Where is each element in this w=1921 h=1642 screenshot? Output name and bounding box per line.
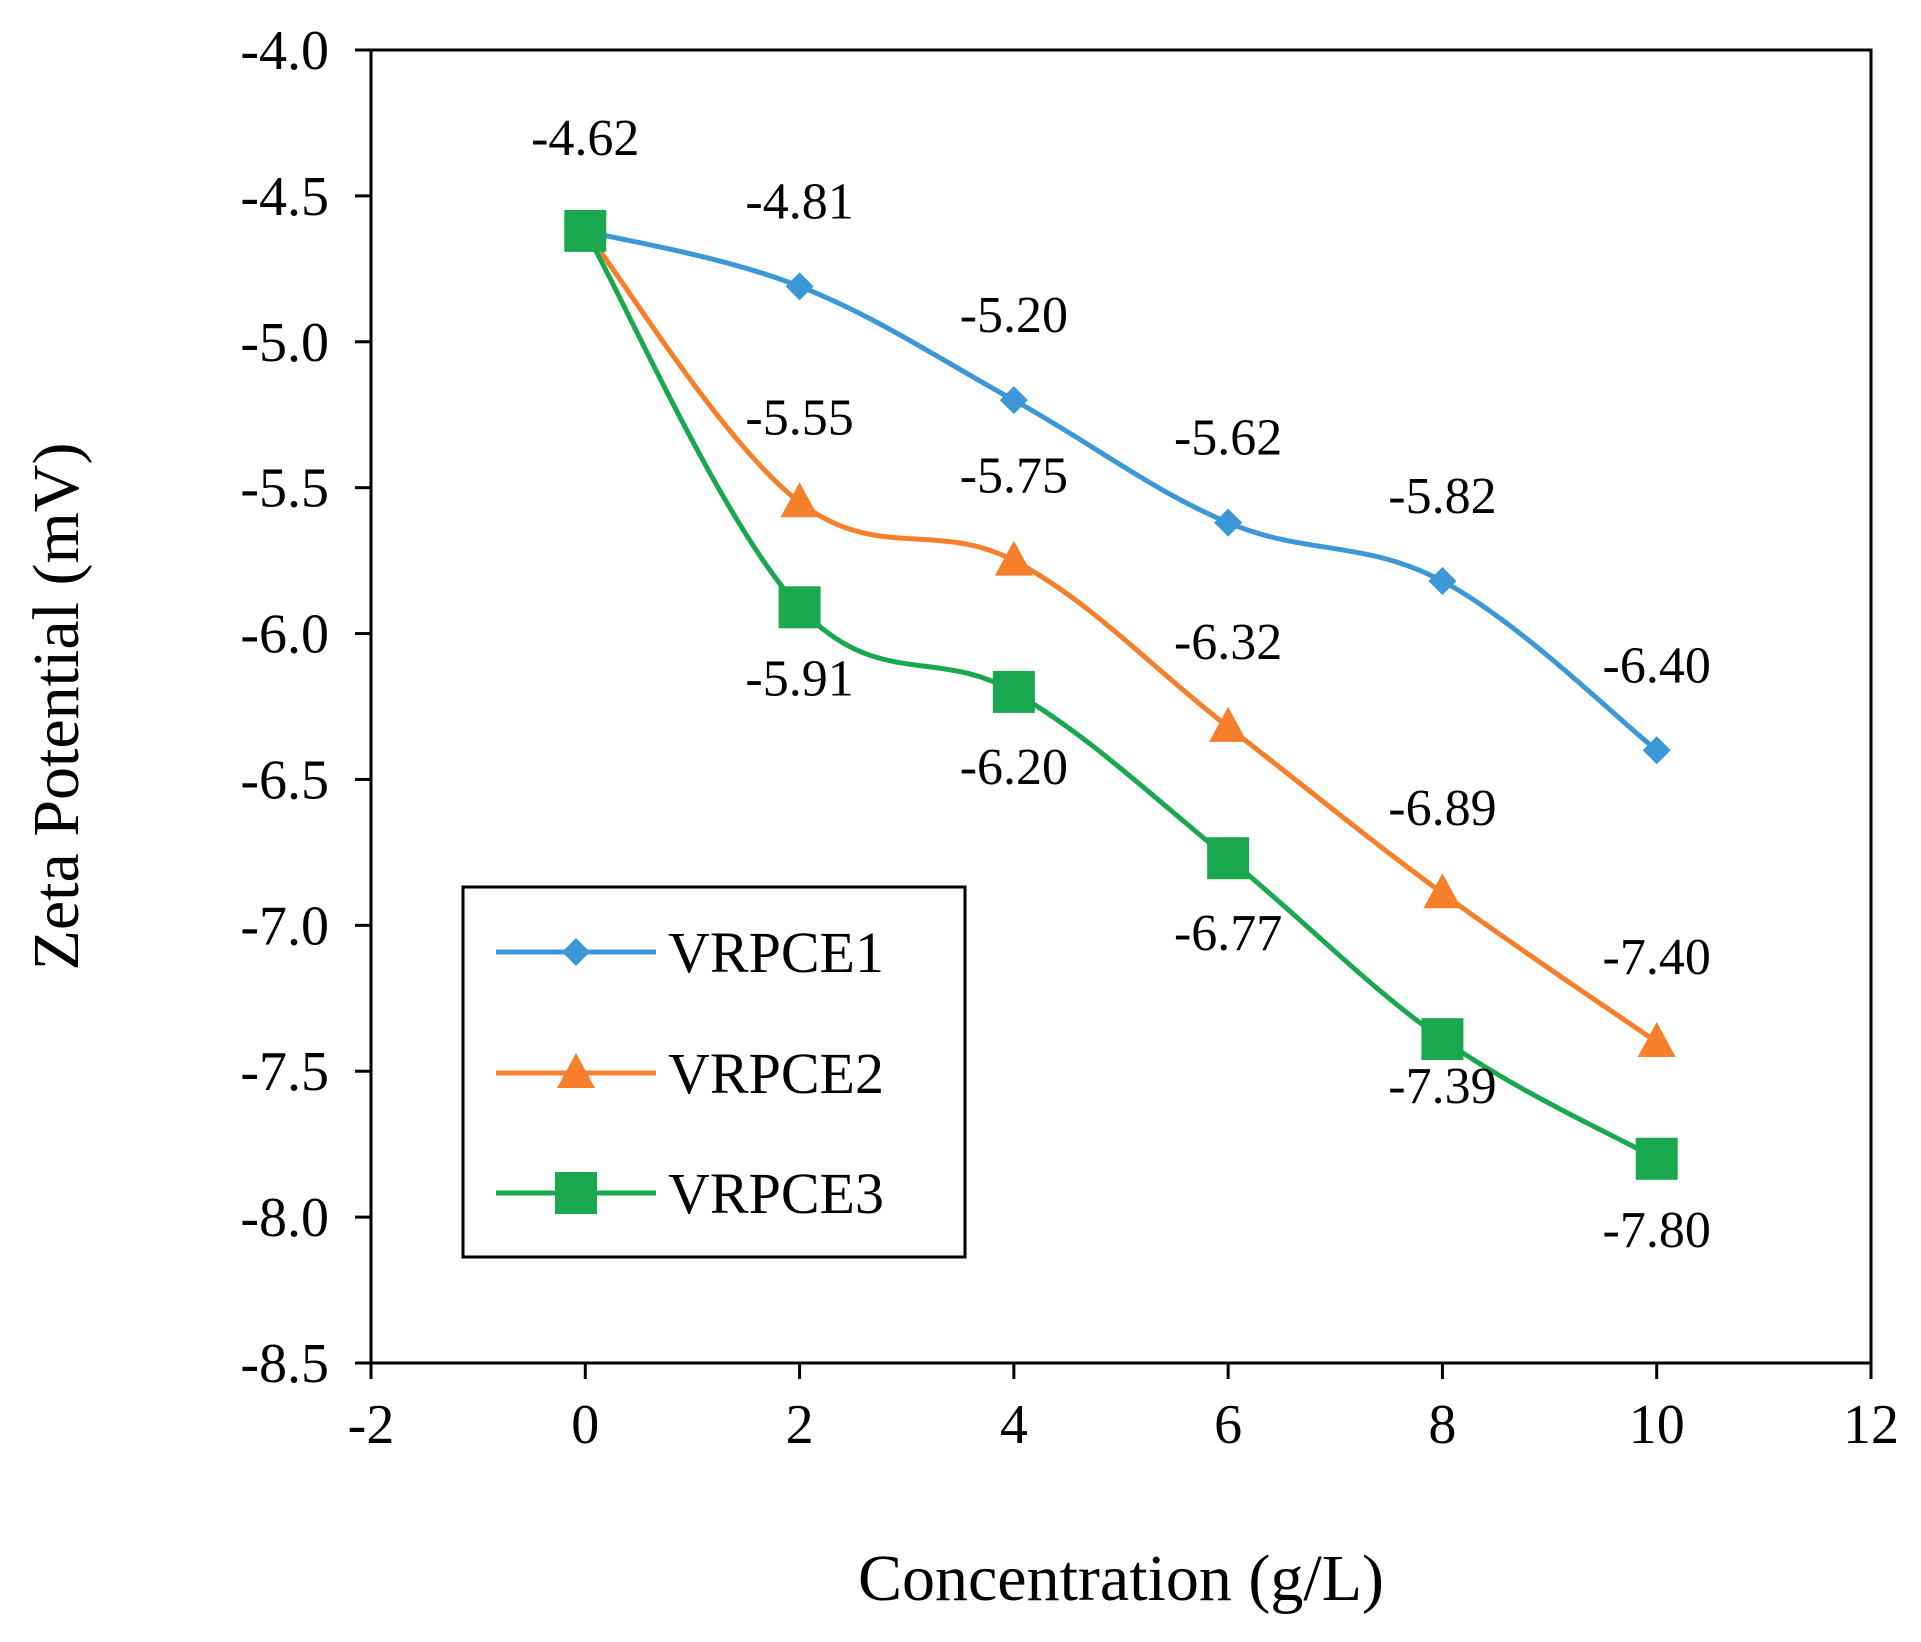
x-tick-label: 4: [1000, 1394, 1028, 1456]
y-tick-label: -4.0: [240, 20, 329, 82]
x-tick-label: 0: [571, 1394, 599, 1456]
data-point-vrpce1: [1642, 736, 1671, 765]
data-point-vrpce1: [1428, 567, 1457, 596]
data-label-vrpce1: -5.82: [1388, 468, 1496, 525]
data-label-vrpce1: -6.40: [1603, 637, 1711, 694]
data-label-vrpce2: -5.55: [745, 389, 853, 446]
data-label-vrpce2: -5.75: [960, 448, 1068, 505]
y-tick-label: -8.5: [240, 1333, 329, 1395]
axis-titles: Concentration (g/L) Zeta Potential (mV): [20, 443, 1384, 1615]
data-label-vrpce2: -6.89: [1388, 780, 1496, 837]
y-tick-label: -7.0: [240, 895, 329, 957]
y-tick-label: -8.0: [240, 1187, 329, 1249]
data-label-vrpce1: -5.62: [1174, 410, 1282, 467]
data-label-vrpce3: -4.62: [531, 110, 639, 167]
data-label-vrpce1: -5.20: [960, 287, 1068, 344]
data-point-vrpce2: [1423, 873, 1462, 909]
data-point-vrpce3: [1635, 1137, 1678, 1180]
data-label-vrpce1: -4.81: [745, 173, 853, 230]
data-label-vrpce3: -5.91: [745, 650, 853, 707]
y-tick-label: -6.0: [240, 604, 329, 666]
legend-marker-vrpce2: [557, 1053, 595, 1088]
data-label-vrpce3: -7.39: [1388, 1058, 1496, 1115]
series-line-vrpce1: [584, 228, 1659, 753]
legend-label: VRPCE2: [668, 1041, 884, 1106]
data-label-vrpce3: -6.20: [960, 739, 1068, 796]
x-axis-title: Concentration (g/L): [858, 1542, 1384, 1615]
data-point-vrpce3: [1207, 837, 1250, 880]
data-point-vrpce1: [785, 272, 814, 301]
legend-label: VRPCE1: [668, 920, 884, 985]
data-point-vrpce3: [778, 586, 821, 629]
data-labels: -4.81 -5.20 -5.62 -5.82 -6.40 -5.55 -5.75 -6.32…: [531, 110, 1711, 1259]
data-point-vrpce3: [992, 670, 1035, 713]
x-tick-label: 6: [1214, 1394, 1242, 1456]
plot-area-frame: [369, 48, 1873, 1365]
data-label-vrpce3: -7.80: [1603, 1202, 1711, 1259]
legend-marker-vrpce1: [562, 938, 590, 966]
x-tick-label: 8: [1428, 1394, 1456, 1456]
data-label-vrpce2: -7.40: [1603, 929, 1711, 986]
x-tick-label: 10: [1629, 1394, 1685, 1456]
y-tick-label: -6.5: [240, 749, 329, 811]
data-point-vrpce3: [1421, 1018, 1464, 1061]
data-label-vrpce3: -6.77: [1174, 905, 1282, 962]
y-tick-label: -4.5: [240, 166, 329, 228]
legend: VRPCE1 VRPCE2 VRPCE3: [461, 885, 967, 1259]
data-point-vrpce2: [1637, 1022, 1676, 1058]
data-point-vrpce2: [780, 482, 819, 518]
axis-ticks: -2 0 2 4 6 8 10 12 -4.0 -4.5 -5.0 -5.5 -6.0 -6.5 -7.0 -…: [240, 20, 1899, 1456]
data-point-vrpce2: [994, 540, 1033, 576]
x-tick-label: 12: [1843, 1394, 1899, 1456]
y-tick-label: -7.5: [240, 1041, 329, 1103]
series-line-vrpce2: [583, 229, 1659, 1045]
y-tick-label: -5.5: [240, 458, 329, 520]
x-tick-label: 2: [786, 1394, 814, 1456]
data-point-vrpce3: [564, 209, 607, 252]
legend-label: VRPCE3: [668, 1161, 884, 1226]
data-point-vrpce2: [1209, 706, 1248, 742]
legend-marker-vrpce3: [555, 1172, 597, 1214]
y-tick-label: -5.0: [240, 312, 329, 374]
data-point-vrpce1: [1214, 508, 1243, 537]
x-tick-label: -2: [348, 1394, 395, 1456]
y-axis-title: Zeta Potential (mV): [20, 443, 93, 971]
series-markers: [564, 209, 1678, 1180]
data-label-vrpce2: -6.32: [1174, 614, 1282, 671]
data-point-vrpce1: [999, 386, 1028, 415]
